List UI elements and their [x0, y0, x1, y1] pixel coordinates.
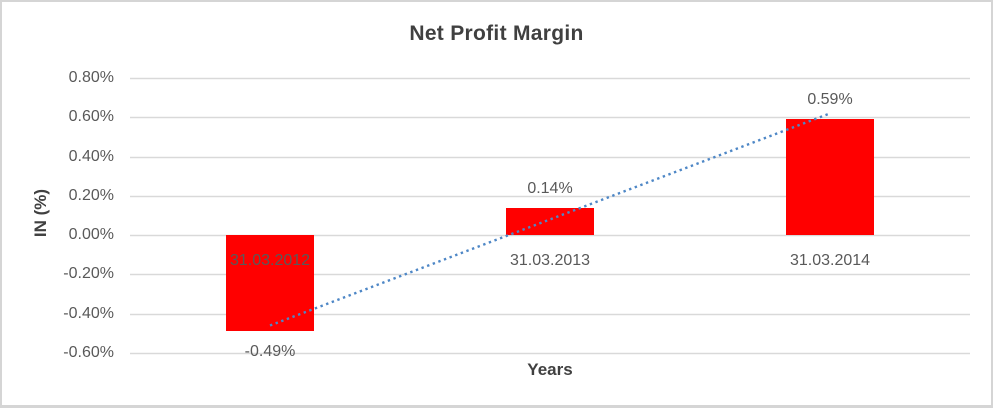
y-tick-label: 0.20% — [68, 186, 114, 204]
y-tick-label: -0.20% — [63, 265, 114, 283]
data-label: 0.14% — [527, 179, 573, 197]
bar-31.03.2012 — [226, 235, 314, 332]
chart-title: Net Profit Margin — [409, 22, 584, 45]
bar-31.03.2013 — [506, 207, 594, 236]
category-label: 31.03.2014 — [789, 252, 871, 270]
data-label: -0.49% — [244, 343, 296, 361]
bar-31.03.2014 — [786, 119, 874, 236]
category-label: 31.03.2012 — [229, 252, 311, 270]
x-axis-title: Years — [527, 360, 573, 379]
data-label: 0.59% — [807, 91, 853, 109]
y-tick-label: 0.40% — [68, 147, 114, 165]
y-tick-label: -0.40% — [63, 304, 114, 322]
y-tick-label: 0.00% — [68, 226, 114, 244]
category-label: 31.03.2013 — [509, 252, 591, 270]
y-tick-label: 0.80% — [68, 69, 114, 86]
y-tick-label: -0.60% — [63, 344, 114, 361]
y-tick-label: 0.60% — [68, 108, 114, 126]
